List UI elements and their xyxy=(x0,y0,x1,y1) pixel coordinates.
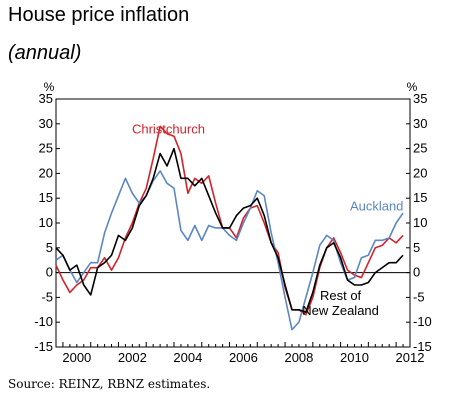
y-tick-label-left: 30 xyxy=(39,116,53,131)
x-tick-label: 2002 xyxy=(118,350,147,365)
y-tick-label-left: -15 xyxy=(34,339,53,354)
y-unit-left: % xyxy=(44,80,55,94)
y-tick-label-left: 20 xyxy=(39,165,53,180)
y-tick-label-left: 35 xyxy=(39,91,53,106)
x-tick-label: 2012 xyxy=(396,350,425,365)
series-line-rest-of-new-zealand xyxy=(55,147,404,314)
chart-subtitle: (annual) xyxy=(8,42,82,64)
x-tick-label: 2008 xyxy=(284,350,313,365)
y-tick-label-right: -15 xyxy=(413,339,432,354)
x-tick-label: 2010 xyxy=(340,350,369,365)
x-tick-label: 2006 xyxy=(229,350,258,365)
y-unit-right: % xyxy=(407,80,418,94)
source-note: Source: REINZ, RBNZ estimates. xyxy=(8,377,211,391)
y-tick-label-right: 25 xyxy=(413,141,427,156)
series-line-christchurch xyxy=(55,125,404,316)
series-label-auckland: Auckland xyxy=(350,199,403,214)
y-tick-label-right: -10 xyxy=(413,314,432,329)
y-tick-label-right: 5 xyxy=(413,240,420,255)
y-tick-label-left: 0 xyxy=(46,265,53,280)
y-tick-label-right: 20 xyxy=(413,165,427,180)
chart-title: House price inflation xyxy=(8,4,190,26)
x-tick-label: 2000 xyxy=(62,350,91,365)
y-tick-label-left: -5 xyxy=(41,289,53,304)
y-tick-label-right: 10 xyxy=(413,215,427,230)
y-tick-label-left: 15 xyxy=(39,190,53,205)
x-tick-label: 2004 xyxy=(173,350,202,365)
y-tick-label-left: -10 xyxy=(34,314,53,329)
y-tick-label-right: 30 xyxy=(413,116,427,131)
y-tick-label-left: 5 xyxy=(46,240,53,255)
y-tick-label-left: 10 xyxy=(39,215,53,230)
series-label-rest-of-new-zealand: Rest of New Zealand xyxy=(302,288,379,318)
y-tick-label-right: 35 xyxy=(413,91,427,106)
y-tick-label-left: 25 xyxy=(39,141,53,156)
y-tick-label-right: 15 xyxy=(413,190,427,205)
y-tick-label-right: -5 xyxy=(413,289,425,304)
y-tick-label-right: 0 xyxy=(413,265,420,280)
series-label-christchurch: Christchurch xyxy=(132,122,205,137)
